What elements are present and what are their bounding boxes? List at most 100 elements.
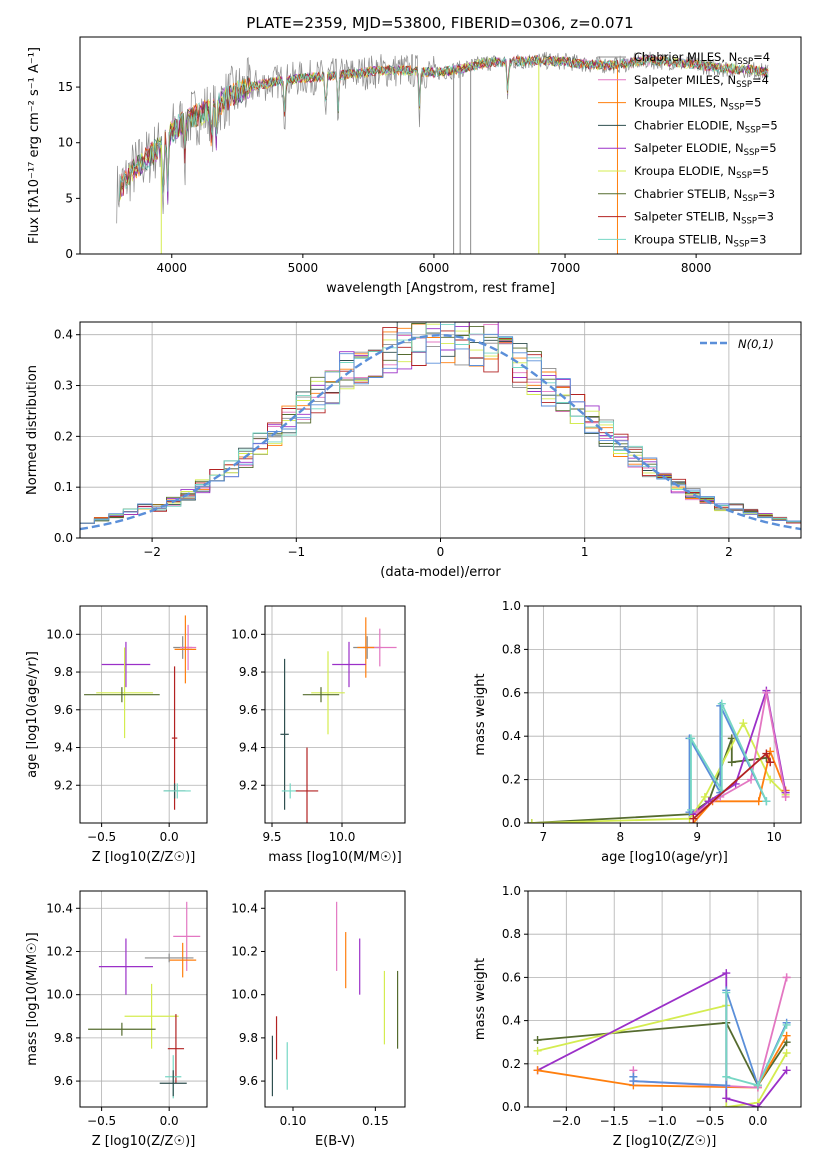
legend-label: Chabrier STELIB, NSSP=3 xyxy=(634,187,775,204)
age-vs-metallicity-plot-area xyxy=(84,615,197,810)
y-tick-label: 9.4 xyxy=(239,741,258,755)
mass-weight-line xyxy=(725,992,788,1087)
mass-vs-metallicity-panel: −0.5 0.0 9.6 9.8 10.0 10.2 10.4 Z [log10(Z/Z☉)]… xyxy=(25,890,208,1149)
mass-weight-marker xyxy=(687,734,696,743)
x-tick-label: 10.0 xyxy=(329,830,356,844)
mass-weight-marker xyxy=(528,819,536,823)
x-tick-label: −0.5 xyxy=(87,830,116,844)
x-tick-label: 9.5 xyxy=(262,830,281,844)
mass-weight-marker xyxy=(717,699,726,708)
mass-weight-marker xyxy=(533,1066,542,1075)
legend-label: Kroupa ELODIE, NSSP=5 xyxy=(634,164,769,181)
x-tick-label: −0.5 xyxy=(87,1114,116,1128)
legend-label: Salpeter MILES, NSSP=4 xyxy=(634,73,769,90)
x-tick-label: 8000 xyxy=(681,261,712,275)
age-vs-mass-panel: 9.5 10.0 9.2 9.4 9.6 9.8 10.0 mass [log10(M/M☉)… xyxy=(231,605,406,865)
mass-weight-line xyxy=(537,1004,788,1107)
mass-weight-marker xyxy=(722,988,731,997)
y-tick-label: 10.4 xyxy=(46,901,73,915)
y-axis-label: Flux [fλ10⁻¹⁷ erg cm⁻² s⁻¹ A⁻¹] xyxy=(27,47,42,244)
mass-weight-vs-age-axes: 7 8 9 10 0.0 0.2 0.4 0.6 0.8 1.0 age [log10(age/yr… xyxy=(473,599,802,865)
mass-weight-line xyxy=(692,690,787,815)
y-tick-label: 9.8 xyxy=(239,665,258,679)
mass-weight-marker xyxy=(722,1072,731,1081)
mass-vs-ebv-panel: 0.10 0.15 9.6 9.8 10.0 10.2 10.4 E(B-V) xyxy=(231,890,406,1149)
y-tick-label: 9.2 xyxy=(54,778,73,792)
y-tick-label: 10 xyxy=(58,136,73,150)
x-tick-label: −2 xyxy=(143,545,161,559)
legend-label: N(0,1) xyxy=(738,337,774,351)
y-tick-label: 9.6 xyxy=(239,703,258,717)
x-tick-label: 7 xyxy=(540,830,548,844)
x-tick-label: 1 xyxy=(581,545,589,559)
residual-histogram-panel: −2 −1 0 1 2 0.0 0.1 0.2 0.3 0.4 (data-model)/error… xyxy=(25,321,802,580)
residual-histogram-plot-area xyxy=(80,322,801,538)
y-axis-label: mass weight xyxy=(473,958,488,1040)
legend-label: Kroupa MILES, NSSP=5 xyxy=(634,96,761,113)
x-tick-label: 9 xyxy=(693,830,701,844)
x-axis-label: E(B-V) xyxy=(315,1134,355,1149)
x-axis-label: wavelength [Angstrom, rest frame] xyxy=(326,281,555,296)
x-tick-label: 0.15 xyxy=(362,1114,389,1128)
mass-weight-marker xyxy=(727,758,736,767)
x-tick-label: 0.0 xyxy=(160,1114,179,1128)
mass-weight-line xyxy=(537,1021,788,1088)
spectrum-panel: 4000 5000 6000 7000 8000 0 5 10 15 wavelength [An… xyxy=(27,36,802,296)
x-tick-label: 0.10 xyxy=(280,1114,307,1128)
age-vs-mass-axes: 9.5 10.0 9.2 9.4 9.6 9.8 10.0 mass [log10(M/M☉)… xyxy=(231,605,406,865)
spectrum-model-line xyxy=(118,55,769,202)
histogram-legend: N(0,1) xyxy=(700,337,774,351)
x-tick-label: 2 xyxy=(725,545,733,559)
legend-label: Salpeter ELODIE, NSSP=5 xyxy=(634,141,777,158)
y-tick-label: 0.0 xyxy=(502,816,521,830)
y-tick-label: 9.6 xyxy=(239,1074,258,1088)
age-vs-metallicity-frame xyxy=(79,605,208,824)
y-tick-label: 0.8 xyxy=(502,927,521,941)
y-tick-label: 9.8 xyxy=(54,665,73,679)
x-tick-label: −0.5 xyxy=(695,1114,724,1128)
y-axis-label: mass weight xyxy=(473,673,488,755)
mass-vs-metallicity-frame xyxy=(79,890,208,1108)
y-tick-label: 0.2 xyxy=(502,1057,521,1071)
x-tick-label: −2.0 xyxy=(552,1114,581,1128)
mass-weight-marker xyxy=(782,1066,791,1075)
y-tick-label: 0.6 xyxy=(502,686,521,700)
mass-vs-ebv-frame xyxy=(264,890,406,1108)
y-tick-label: 9.6 xyxy=(54,703,73,717)
x-tick-label: 7000 xyxy=(550,261,581,275)
age-vs-mass-frame xyxy=(264,605,406,824)
y-axis-label: age [log10(age/yr)] xyxy=(25,651,40,778)
mass-weight-marker xyxy=(722,1103,731,1107)
figure-title: PLATE=2359, MJD=53800, FIBERID=0306, z=0… xyxy=(246,14,633,32)
mass-weight-marker xyxy=(722,969,731,978)
x-axis-label: age [log10(age/yr)] xyxy=(601,850,728,865)
x-tick-label: 8 xyxy=(616,830,624,844)
mass-weight-marker xyxy=(533,1036,542,1045)
x-tick-label: 0.0 xyxy=(160,830,179,844)
age-vs-mass-plot-area xyxy=(280,617,397,823)
legend-label: Chabrier ELODIE, NSSP=5 xyxy=(634,118,778,135)
mass-weight-marker xyxy=(722,1094,731,1103)
mass-weight-marker xyxy=(782,1031,791,1040)
y-tick-label: 9.8 xyxy=(239,1031,258,1045)
mass-weight-marker xyxy=(722,1081,731,1090)
x-tick-label: −1.5 xyxy=(600,1114,629,1128)
mass-weight-marker xyxy=(687,805,696,814)
mass-weight-vs-age-grid xyxy=(528,605,801,824)
x-tick-label: 6000 xyxy=(419,261,450,275)
mass-weight-marker xyxy=(739,719,748,728)
mass-weight-marker xyxy=(762,797,771,806)
y-tick-label: 10.2 xyxy=(46,944,73,958)
mass-weight-marker xyxy=(689,814,698,823)
x-tick-label: −1.0 xyxy=(648,1114,677,1128)
mass-weight-marker xyxy=(782,973,791,982)
x-axis-label: Z [log10(Z/Z☉)] xyxy=(92,1134,196,1149)
mass-weight-marker xyxy=(782,1049,791,1057)
y-axis-label: Normed distribution xyxy=(25,365,40,495)
y-tick-label: 9.4 xyxy=(54,741,73,755)
spectrum-model-line xyxy=(118,55,769,202)
mass-weight-marker xyxy=(766,758,775,767)
mass-weight-marker xyxy=(762,688,771,697)
